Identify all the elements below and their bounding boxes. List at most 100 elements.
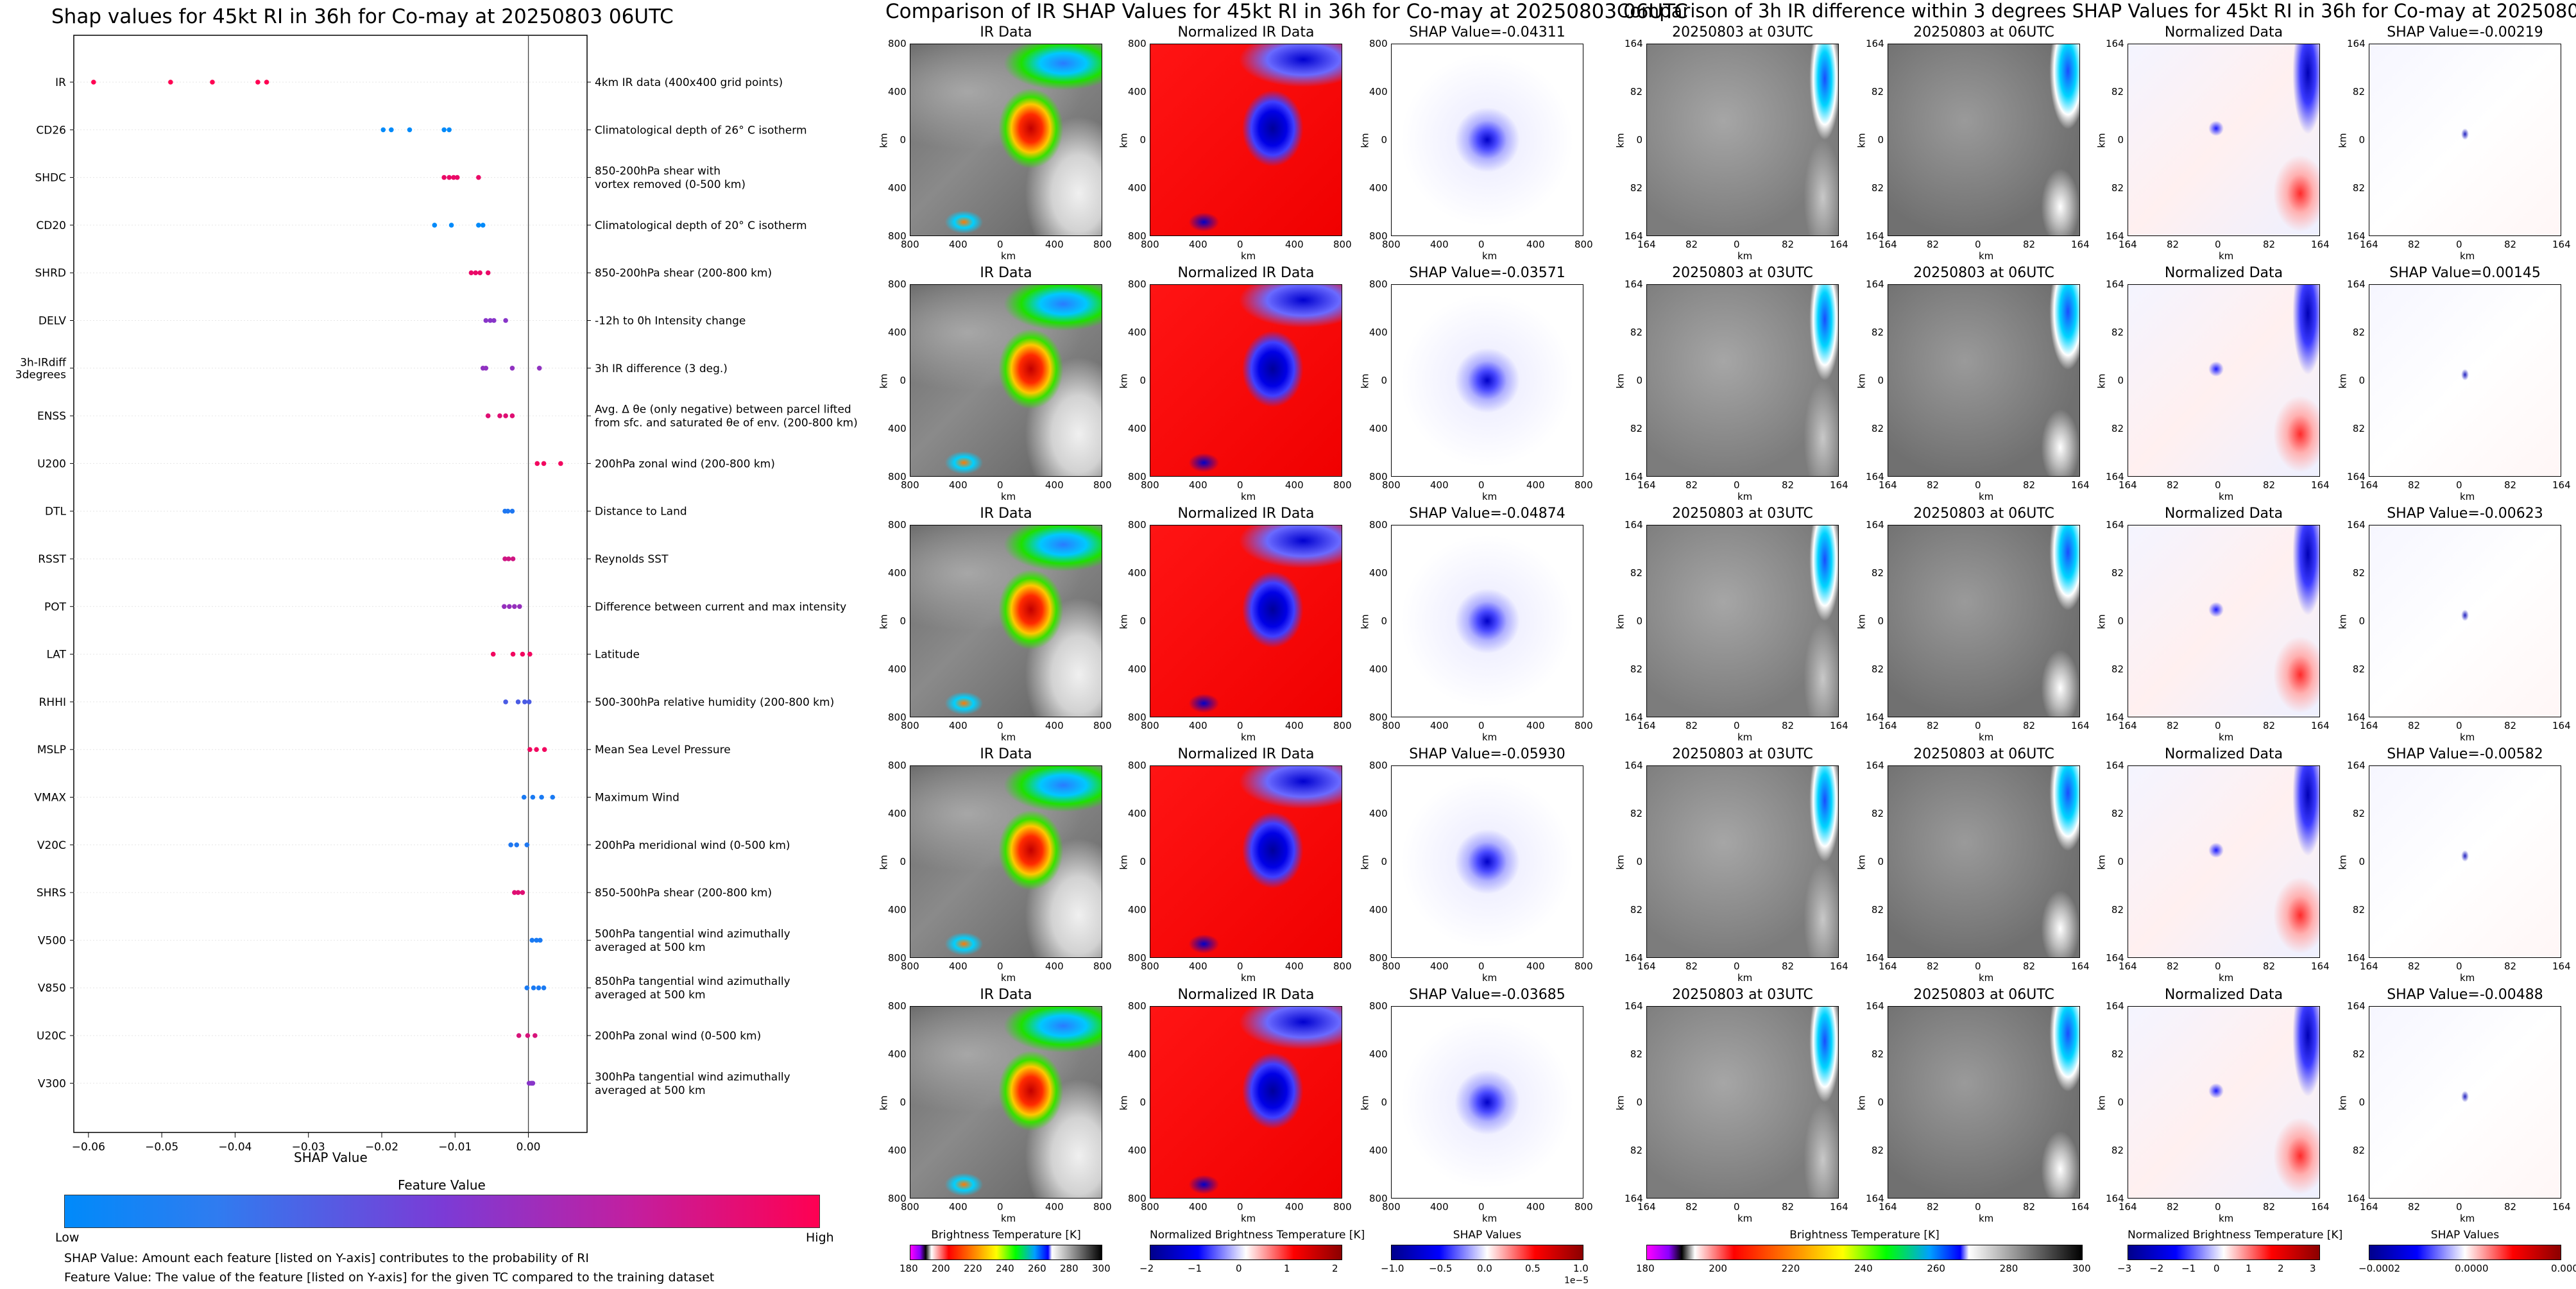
colorbar — [1391, 1245, 1583, 1260]
right-shapd-ytick-label: 0 — [2358, 1097, 2365, 1108]
right-shapd-xtick-label: 82 — [2408, 1201, 2421, 1213]
middle-ir-ytick-label: 0 — [900, 375, 906, 386]
middle-norm-ytick-label: 800 — [1128, 1000, 1147, 1012]
right-t06-ytick-label: 82 — [1871, 567, 1884, 579]
legend-low-label: Low — [55, 1231, 80, 1245]
middle-ir-yaxis-label: km — [878, 1095, 890, 1111]
middle-panel-norm — [1150, 1006, 1342, 1199]
shap-point — [558, 461, 563, 466]
middle-shap-ytick-label: 800 — [1369, 230, 1388, 242]
right-t03-ytick-label: 0 — [1636, 134, 1642, 146]
middle-ir-xtick-label: 0 — [997, 960, 1003, 972]
middle-norm-ytick-label: 400 — [1128, 808, 1147, 819]
right-t03-xtick-label: 164 — [1637, 960, 1656, 972]
right-normd-xtick-label: 164 — [2119, 720, 2137, 731]
middle-shap-ytick-label: 800 — [1369, 519, 1388, 531]
right-t03-ytick-label: 164 — [1625, 712, 1643, 723]
right-t06-xtick-label: 82 — [2023, 1201, 2036, 1213]
right-shapd-ytick-label: 164 — [2347, 1193, 2366, 1204]
right-t06-ytick-label: 0 — [1877, 134, 1884, 146]
middle-ir-ytick-label: 800 — [888, 38, 907, 49]
colorbar-tick-label: −1 — [2181, 1263, 2196, 1274]
middle-shap-ytick-label: 800 — [1369, 712, 1388, 723]
right-t03-xtick-label: 164 — [1830, 239, 1848, 250]
feature-row-delv: DELV -12h to 0h Intensity change — [38, 315, 746, 328]
middle-panel-ir — [910, 1006, 1102, 1199]
feature-row-ir: IR 4km IR data (400x400 grid points) — [55, 76, 783, 89]
feature-description: 850-200hPa shear with — [595, 165, 721, 178]
right-t03-ytick-label: 82 — [1630, 86, 1642, 98]
middle-shap-ytick-label: 0 — [1381, 856, 1387, 867]
middle-shap-ytick-label: 800 — [1369, 38, 1388, 49]
middle-norm-ytick-label: 0 — [1139, 134, 1146, 146]
shap-point — [502, 604, 507, 610]
right-normd-ytick-label: 82 — [2111, 1145, 2124, 1156]
middle-ir-xtick-label: 400 — [949, 1201, 968, 1213]
right-panel-normd — [2128, 765, 2320, 958]
right-normd-ytick-label: 164 — [2106, 952, 2124, 964]
feature-row-mslp: MSLP Mean Sea Level Pressure — [37, 744, 731, 756]
colorbar-tick-label: −0.0002 — [2358, 1263, 2401, 1274]
shap-point — [525, 1033, 531, 1038]
middle-norm-xtick-label: 800 — [1333, 720, 1352, 731]
feature-description: 850-500hPa shear (200-800 km) — [595, 887, 772, 900]
middle-shap-xtick-label: 800 — [1574, 720, 1593, 731]
feature-label: U200 — [37, 457, 66, 470]
middle-norm-xtick-label: 400 — [1285, 1201, 1304, 1213]
middle-shap-xtick-label: 0 — [1478, 960, 1485, 972]
right-normd-ytick-label: 82 — [2111, 423, 2124, 434]
right-normd-yaxis-label: km — [2095, 1095, 2108, 1111]
panel-title: 20250803 at 03UTC — [1672, 24, 1813, 40]
middle-norm-xtick-label: 400 — [1285, 720, 1304, 731]
right-normd-xaxis-label: km — [2219, 731, 2234, 743]
right-t03-ytick-label: 164 — [1625, 952, 1643, 964]
middle-norm-ytick-label: 800 — [1128, 1193, 1147, 1204]
right-t06-ytick-label: 164 — [1866, 519, 1884, 531]
middle-norm-xtick-label: 800 — [1141, 479, 1159, 491]
x-tick-label: −0.01 — [438, 1141, 472, 1154]
middle-norm-xtick-label: 400 — [1285, 960, 1304, 972]
right-shapd-xtick-label: 164 — [2360, 479, 2378, 491]
right-shapd-ytick-label: 82 — [2352, 423, 2365, 434]
right-shapd-xtick-label: 82 — [2408, 479, 2421, 491]
right-shapd-xtick-label: 164 — [2360, 720, 2378, 731]
middle-shap-ytick-label: 400 — [1369, 327, 1388, 338]
shap-point — [516, 1033, 522, 1038]
panel-title: IR Data — [980, 24, 1032, 40]
panel-title: Normalized Data — [2164, 746, 2283, 762]
right-t06-ytick-label: 82 — [1871, 182, 1884, 194]
right-normd-yaxis-label: km — [2095, 133, 2108, 148]
shap-point — [91, 80, 96, 85]
right-t06-xtick-label: 82 — [1927, 239, 1940, 250]
middle-panel-norm — [1150, 525, 1342, 717]
colorbar-tick-label: 180 — [900, 1263, 918, 1274]
middle-ir-xtick-label: 800 — [901, 479, 919, 491]
right-t06-ytick-label: 0 — [1877, 856, 1884, 867]
right-t06-yaxis-label: km — [1855, 855, 1868, 870]
colorbar-label: SHAP Values — [2430, 1229, 2500, 1242]
right-normd-ytick-label: 164 — [2106, 1000, 2124, 1012]
feature-description: averaged at 500 km — [595, 989, 706, 1002]
right-shapd-ytick-label: 164 — [2347, 1000, 2366, 1012]
middle-shap-xtick-label: 0 — [1478, 479, 1485, 491]
shap-point — [514, 842, 520, 848]
colorbar-tick-label: 260 — [1028, 1263, 1046, 1274]
shap-point — [503, 413, 508, 418]
colorbar-label: Brightness Temperature [K] — [1789, 1229, 1940, 1242]
panel-title: IR Data — [980, 265, 1032, 281]
middle-ir-xtick-label: 400 — [949, 960, 968, 972]
right-t06-ytick-label: 164 — [1866, 230, 1884, 242]
right-t03-ytick-label: 0 — [1636, 1097, 1642, 1108]
middle-ir-xtick-label: 400 — [949, 239, 968, 250]
right-shapd-xaxis-label: km — [2460, 1213, 2475, 1224]
middle-shap-ytick-label: 800 — [1369, 1000, 1388, 1012]
colorbar — [1150, 1245, 1342, 1260]
shap-panel-title: SHAP Value=-0.00219 — [2387, 24, 2543, 40]
right-normd-yaxis-label: km — [2095, 855, 2108, 870]
middle-norm-xtick-label: 800 — [1141, 960, 1159, 972]
middle-norm-xtick-label: 800 — [1141, 239, 1159, 250]
right-t03-ytick-label: 164 — [1625, 1193, 1643, 1204]
right-t03-xtick-label: 164 — [1830, 1201, 1848, 1213]
middle-ir-xtick-label: 0 — [997, 239, 1003, 250]
